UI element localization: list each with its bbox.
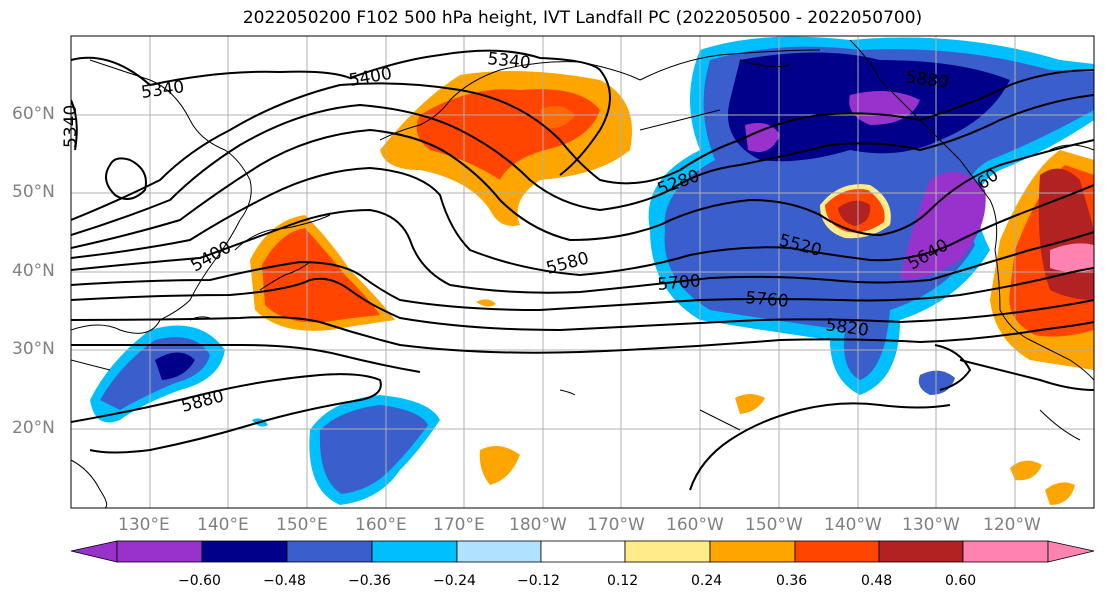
lat-label-40n: 40°N [12,261,55,281]
colorbar-tick-label: 0.60 [945,573,977,589]
colorbar-bin [624,540,711,563]
lon-label: 150°E [276,515,328,535]
lon-label: 170°E [433,515,485,535]
colorbar-bin [286,540,373,563]
lon-label: 140°W [824,515,882,535]
colorbar-bin [540,540,626,563]
lat-label-60n: 60°N [12,104,55,124]
height-contours [71,49,1094,491]
colorbar-tick-label: 0.36 [776,573,808,589]
contour-label: 5700 [657,271,702,295]
map-frame [70,35,1095,509]
colorbar-tick-label: −0.36 [348,573,391,589]
lon-label: 130°E [118,515,170,535]
lat-label-20n: 20°N [12,418,55,438]
lon-label: 160°E [355,515,407,535]
contour-label: 5340 [486,49,531,73]
lat-label-30n: 30°N [12,339,55,359]
colorbar [70,540,1095,563]
colorbar-tick-label: −0.24 [433,573,476,589]
colorbar-bin [962,540,1049,563]
lon-label: 150°W [745,515,803,535]
colorbar-bin [709,540,796,563]
lon-label: 120°W [983,515,1041,535]
contour-label: 5880 [179,386,226,417]
lon-label: 140°E [197,515,249,535]
ivt-shading [90,36,1094,505]
colorbar-bin [456,540,542,563]
colorbar-tick-label: 0.12 [607,573,639,589]
colorbar-bin [116,540,203,563]
colorbar-bin [371,540,458,563]
colorbar-bin [794,540,880,563]
colorbar-tick-label: 0.24 [691,573,723,589]
contour-label: 5400 [347,64,393,91]
coastlines [71,39,1094,508]
colorbar-tick-label: −0.12 [517,573,560,589]
lon-label: 160°W [666,515,724,535]
colorbar-tick-label: −0.48 [263,573,306,589]
colorbar-tick-label: −0.60 [178,573,221,589]
lon-label: 180°W [509,515,567,535]
colorbar-bin [201,540,288,563]
colorbar-max-extension [1047,540,1095,563]
lon-label: 170°W [587,515,645,535]
lon-label: 130°W [902,515,960,535]
lat-label-50n: 50°N [12,182,55,202]
contour-label: 5760 [745,288,790,312]
colorbar-bin [878,540,964,563]
colorbar-min-extension [70,540,118,563]
map-title: 2022050200 F102 500 hPa height, IVT Land… [242,8,923,28]
positive-ivt-area [250,71,1094,505]
colorbar-tick-label: 0.48 [861,573,893,589]
